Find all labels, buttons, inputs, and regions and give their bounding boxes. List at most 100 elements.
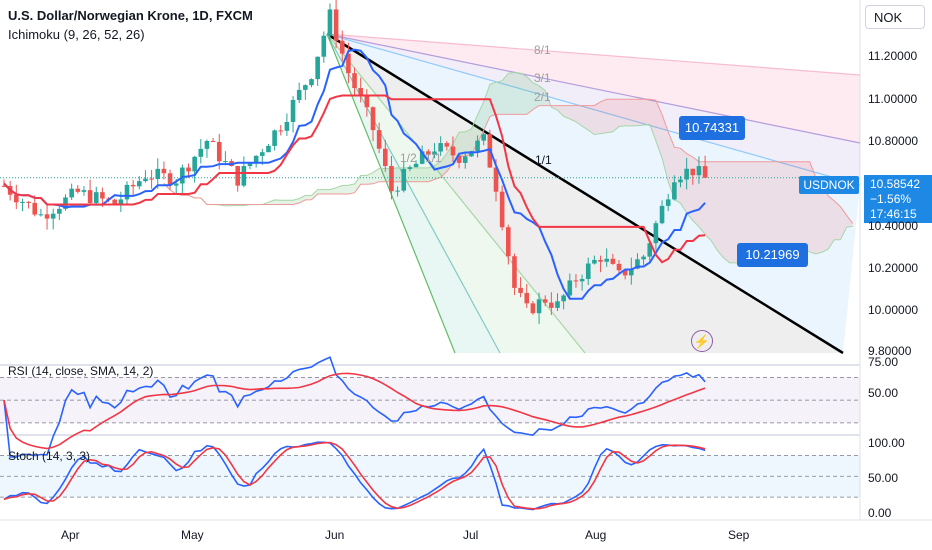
ichimoku-lines <box>0 48 860 300</box>
candle-body <box>585 263 591 279</box>
fan-label: 1/1 <box>425 151 442 165</box>
bar-countdown: 17:46:15 <box>870 207 917 221</box>
candle-body <box>14 194 19 203</box>
cloud-segment <box>680 148 687 213</box>
stoch-d-line <box>3 441 706 510</box>
candle-body <box>536 299 542 314</box>
cloud-segment <box>649 99 656 141</box>
candle-body <box>198 148 204 157</box>
candle-body <box>186 167 191 172</box>
candle-body <box>579 278 585 282</box>
candle-body <box>401 168 407 191</box>
candle-body <box>641 256 646 260</box>
chart-title: U.S. Dollar/Norwegian Krone, 1D, FXCM <box>8 8 253 23</box>
cloud-segment <box>723 161 730 263</box>
candle-body <box>149 178 154 180</box>
candle-body <box>635 259 640 269</box>
stoch-label: Stoch (14, 3, 3) <box>8 449 91 463</box>
x-tick: May <box>181 528 204 542</box>
candle-body <box>346 53 351 74</box>
rsi-line <box>3 356 706 458</box>
senkou-b-line <box>163 98 854 224</box>
candle-body <box>75 188 81 192</box>
candle-body <box>475 140 480 152</box>
cloud-segment <box>434 161 441 180</box>
candle-body <box>469 151 474 157</box>
candle-body <box>180 167 185 184</box>
candle-body <box>309 79 314 86</box>
cloud-segment <box>305 195 312 200</box>
cloud-segment <box>588 105 595 135</box>
cloud-segment <box>766 161 773 254</box>
candle-body <box>604 258 609 262</box>
candle-body <box>481 134 486 141</box>
candle-body <box>506 227 511 257</box>
y-tick: 10.80000 <box>868 134 919 148</box>
fan-label: 8/1 <box>534 43 551 57</box>
candle-body <box>364 96 370 108</box>
candle-body <box>413 163 419 168</box>
candle-body <box>266 145 271 153</box>
candle-body <box>204 140 210 149</box>
candle-body <box>555 301 560 308</box>
cloud-segment <box>409 167 417 182</box>
callout-lower[interactable]: 10.21969 <box>737 243 808 267</box>
fan-line <box>326 33 586 354</box>
cloud-segment <box>299 195 306 203</box>
cloud-segment <box>416 167 423 182</box>
cloud-segment <box>496 80 503 115</box>
cloud-segment <box>662 114 669 182</box>
candle-body <box>155 168 161 180</box>
currency-button[interactable]: NOK <box>865 5 925 29</box>
callout-upper[interactable]: 10.74331 <box>679 116 745 140</box>
rsi-pane <box>0 356 860 458</box>
candle-body <box>50 213 56 219</box>
y-tick: 0.00 <box>868 506 892 520</box>
candle-body <box>383 148 388 166</box>
fan-zone <box>327 34 860 353</box>
fan-line <box>326 33 861 144</box>
candle-body <box>124 184 130 200</box>
cloud-segment <box>373 168 380 184</box>
y-tick: 50.00 <box>868 471 899 485</box>
y-tick: 11.00000 <box>868 92 918 106</box>
candle-body <box>167 173 173 186</box>
candle-body <box>370 107 376 131</box>
cloud-segment <box>625 99 632 126</box>
rsi-label: RSI (14, close, SMA, 14, 2) <box>8 364 154 378</box>
cloud-segment <box>526 76 533 115</box>
fan-line <box>326 33 861 76</box>
y-tick: 75.00 <box>868 355 899 369</box>
candle-body <box>450 146 456 156</box>
candle-body <box>210 140 216 142</box>
pane-divider <box>0 364 860 366</box>
candle-body <box>333 9 339 41</box>
candle-body <box>278 130 284 132</box>
gann-fan <box>0 0 932 521</box>
cloud-segment <box>742 161 749 263</box>
candle-body <box>253 155 259 164</box>
candle-body <box>426 151 431 155</box>
candle-body <box>444 143 450 147</box>
candle-body <box>20 201 25 203</box>
y-tick: 100.00 <box>868 436 905 450</box>
candle-body <box>100 192 105 199</box>
candle-body <box>296 89 302 100</box>
candle-body <box>524 292 530 304</box>
cloud-segment <box>520 73 527 115</box>
cloud-segment <box>514 72 521 115</box>
cloud-segment <box>274 199 281 205</box>
lightning-icon[interactable]: ⚡ <box>691 330 713 352</box>
cloud-segment <box>729 161 736 263</box>
candle-body <box>407 167 413 169</box>
cloud-segment <box>785 161 792 249</box>
candle-body <box>610 258 616 264</box>
x-tick: Apr <box>61 528 80 542</box>
cloud-segment <box>631 99 638 126</box>
cloud-segment <box>539 85 546 106</box>
candle-body <box>598 259 603 262</box>
cloud-segment <box>815 177 822 254</box>
pane-divider <box>0 434 860 436</box>
cloud-segment <box>557 105 564 117</box>
